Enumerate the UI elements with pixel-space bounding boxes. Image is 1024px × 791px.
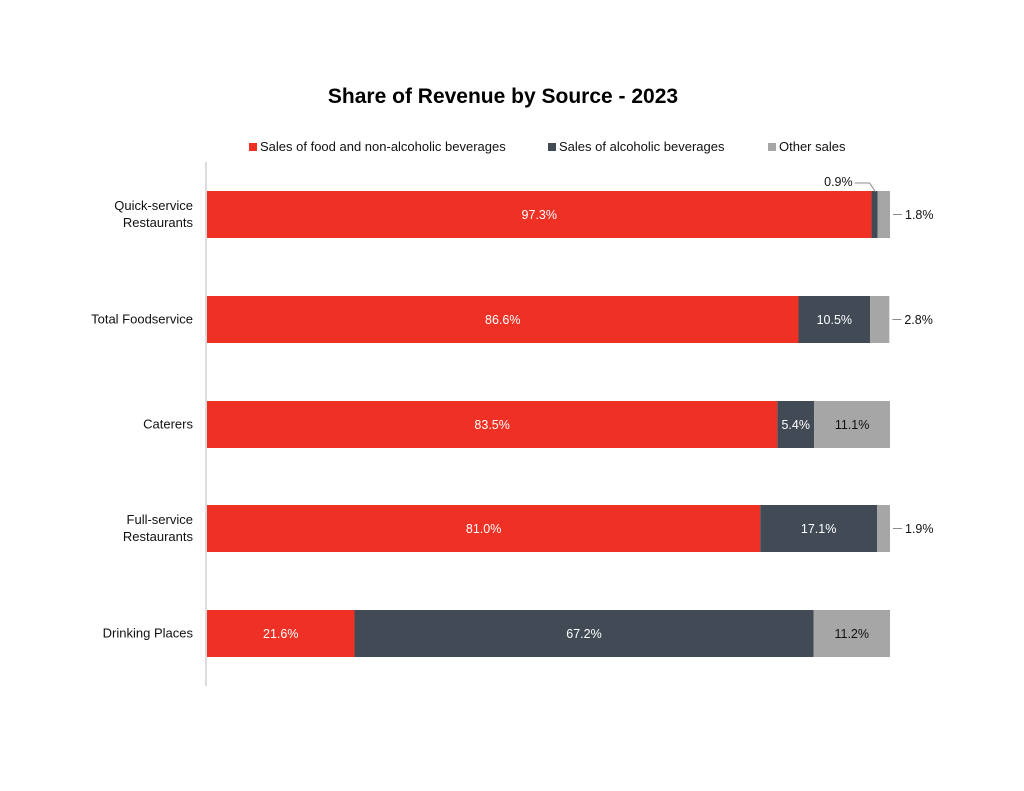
bar-segment-1-1 xyxy=(207,191,872,238)
chart-title: Share of Revenue by Source - 2023 xyxy=(328,85,678,108)
data-label-4-3: 1.9% xyxy=(905,522,934,536)
data-label-5-1: 21.6% xyxy=(263,627,298,641)
bars xyxy=(207,191,890,657)
legend-swatch-2 xyxy=(548,143,556,151)
leader-line-1-2 xyxy=(854,182,877,193)
bar-segment-2-1 xyxy=(207,296,799,343)
category-label-line: Drinking Places xyxy=(103,626,194,641)
data-label-2-2: 10.5% xyxy=(817,313,852,327)
category-label-line: Full-service xyxy=(127,512,193,527)
data-label-1-2: 0.9% xyxy=(824,175,853,189)
data-label-1-3: 1.8% xyxy=(905,208,934,222)
data-label-2-1: 86.6% xyxy=(485,313,520,327)
category-label-1: Quick-service Restaurants xyxy=(114,198,193,230)
data-label-3-2: 5.4% xyxy=(781,418,810,432)
bar-labels: 97.3% 0.9% 1.8% 86.6% 10.5% 2.8% 83.5% 5.4% 11.1… xyxy=(263,175,933,641)
legend: Sales of food and non-alcoholic beverage… xyxy=(249,139,846,154)
legend-label-3: Other sales xyxy=(779,139,846,154)
bar-segment-5-1 xyxy=(207,610,355,657)
category-label-line: Quick-service xyxy=(114,198,193,213)
bar-segment-3-2 xyxy=(777,401,815,448)
bar-segment-5-2 xyxy=(354,610,814,657)
category-label-5: Drinking Places xyxy=(103,626,194,641)
bar-segment-4-1 xyxy=(207,505,761,552)
data-label-4-2: 17.1% xyxy=(801,522,836,536)
bar-segment-5-3 xyxy=(813,610,890,657)
bar-segment-1-2 xyxy=(871,191,878,238)
legend-label-2: Sales of alcoholic beverages xyxy=(559,139,725,154)
category-label-line: Restaurants xyxy=(123,215,194,230)
data-label-4-1: 81.0% xyxy=(466,522,501,536)
category-label-line: Restaurants xyxy=(123,529,194,544)
category-label-line: Total Foodservice xyxy=(91,312,193,327)
data-label-3-3: 11.1% xyxy=(835,418,870,432)
bar-segment-2-2 xyxy=(798,296,871,343)
bar-segment-1-3 xyxy=(877,191,890,238)
category-label-4: Full-service Restaurants xyxy=(123,512,194,544)
legend-swatch-3 xyxy=(768,143,776,151)
data-label-5-3: 11.2% xyxy=(834,627,869,641)
category-labels: Quick-service Restaurants Total Foodservic… xyxy=(91,198,193,641)
bar-segment-3-3 xyxy=(814,401,890,448)
category-label-line: Caterers xyxy=(143,417,193,432)
legend-swatch-1 xyxy=(249,143,257,151)
data-label-2-3: 2.8% xyxy=(904,313,933,327)
bar-segment-4-3 xyxy=(877,505,890,552)
category-label-2: Total Foodservice xyxy=(91,312,193,327)
category-label-3: Caterers xyxy=(143,417,193,432)
bar-segment-4-2 xyxy=(760,505,878,552)
legend-label-1: Sales of food and non-alcoholic beverage… xyxy=(260,139,506,154)
data-label-1-1: 97.3% xyxy=(522,208,557,222)
bar-segment-2-3 xyxy=(870,296,890,343)
data-label-3-1: 83.5% xyxy=(474,418,509,432)
data-label-5-2: 67.2% xyxy=(566,627,601,641)
bar-segment-3-1 xyxy=(207,401,778,448)
